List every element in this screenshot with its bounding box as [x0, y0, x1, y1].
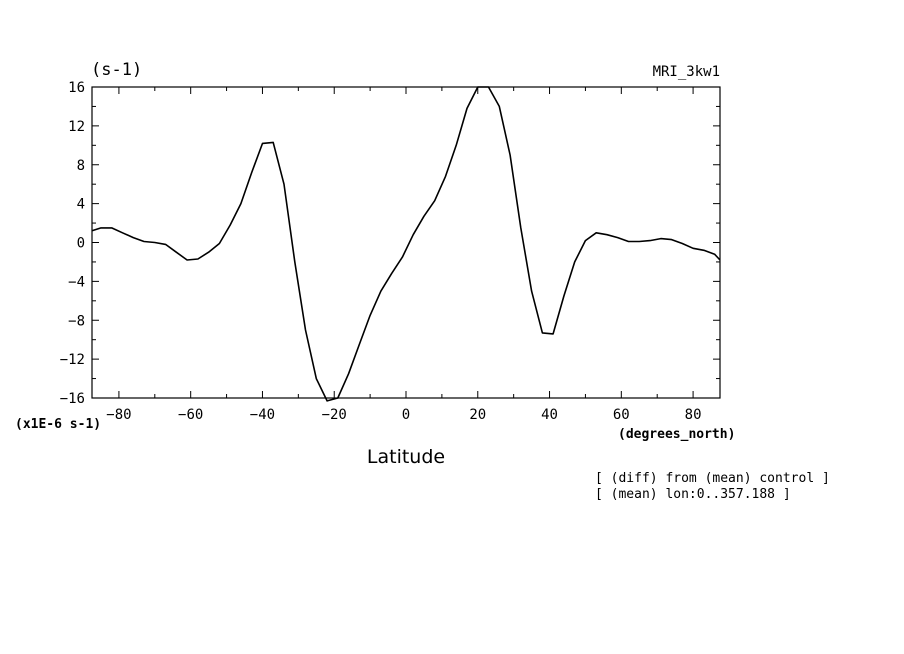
x-tick-labels: −80 −60 −40 −20 0 20 40 60 80 — [106, 407, 701, 423]
x-tick-label: −40 — [250, 407, 275, 423]
x-tick-label: −80 — [106, 407, 131, 423]
y-tick-label: 4 — [77, 197, 85, 213]
x-unit-label: (degrees_north) — [618, 427, 735, 442]
y-tick-label: −4 — [68, 274, 85, 290]
y-tick-label: −16 — [60, 391, 85, 407]
x-tick-label: 60 — [613, 407, 630, 423]
x-tick-label: −20 — [322, 407, 347, 423]
chart-title-right: MRI_3kw1 — [653, 64, 720, 80]
y-tick-label: 16 — [68, 80, 85, 96]
y-tick-labels: 16 12 8 4 0 −4 −8 −12 −16 — [60, 80, 85, 407]
y-tick-label: −12 — [60, 352, 85, 368]
y-tick-label: −8 — [68, 313, 85, 329]
chart-title-left: (s-1) — [91, 60, 142, 80]
y-tick-label: 0 — [77, 236, 85, 252]
series-line-0 — [91, 86, 721, 402]
plot-frame — [91, 86, 721, 399]
x-tick-label: 0 — [402, 407, 410, 423]
series-layer — [91, 86, 721, 402]
annotation-mean: [ (mean) lon:0..357.188 ] — [595, 487, 791, 502]
x-tick-label: 20 — [469, 407, 486, 423]
y-scale-label: (x1E-6 s-1) — [15, 417, 101, 432]
y-tick-label: 12 — [68, 119, 85, 135]
annotation-diff: [ (diff) from (mean) control ] — [595, 471, 830, 486]
y-tick-label: 8 — [77, 158, 85, 174]
x-tick-label: −60 — [178, 407, 203, 423]
x-axis-label: Latitude — [367, 446, 445, 468]
x-tick-label: 40 — [541, 407, 558, 423]
axis-ticks — [92, 86, 720, 399]
x-tick-label: 80 — [685, 407, 702, 423]
